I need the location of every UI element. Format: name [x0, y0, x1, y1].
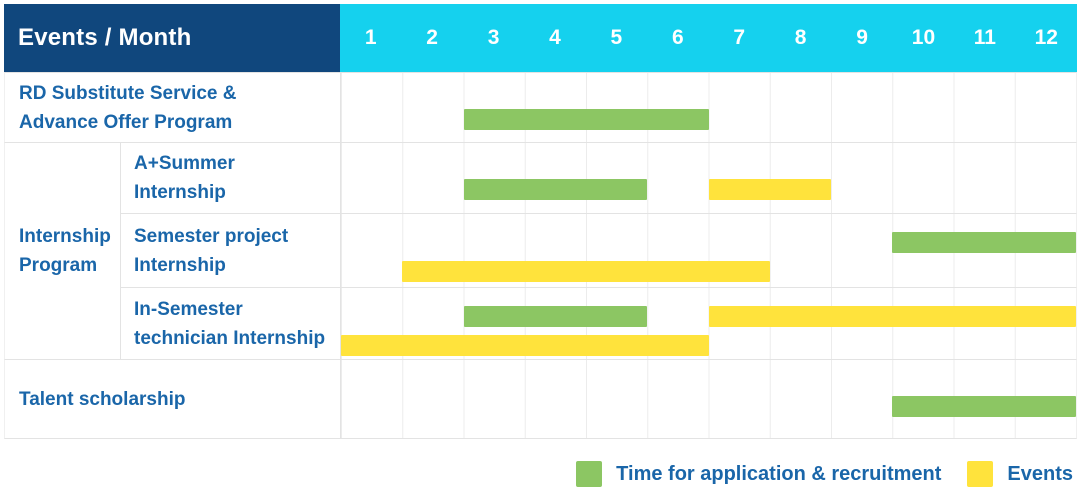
row-label-line: In-Semester — [134, 298, 243, 320]
month-label-6: 6 — [671, 26, 684, 49]
legend-label: Time for application & recruitment — [616, 462, 942, 485]
month-label-7: 7 — [733, 26, 746, 49]
gantt-bar-yellow — [341, 335, 709, 356]
month-label-5: 5 — [610, 26, 623, 49]
month-label-1: 1 — [364, 26, 377, 49]
gantt-bar-yellow — [708, 179, 831, 200]
month-label-9: 9 — [856, 26, 868, 49]
gantt-row-semester-project — [340, 213, 1077, 287]
legend: Time for application & recruitment Event… — [576, 461, 1073, 487]
month-header-row: 1 2 3 4 5 6 7 8 9 10 11 12 — [340, 4, 1077, 72]
gantt-bar-green — [463, 306, 648, 327]
row-label-line: RD Substitute Service & — [19, 82, 237, 104]
row-label-line: Semester project — [134, 225, 289, 247]
row-label-line: Internship — [134, 182, 226, 203]
month-label-4: 4 — [549, 26, 561, 49]
month-label-8: 8 — [794, 26, 807, 49]
row-label-in-semester-technician: In-Semester technician Internship — [120, 287, 340, 359]
legend-label: Events — [1007, 462, 1073, 485]
gantt-bar-yellow — [402, 261, 770, 282]
legend-item-events: Events — [967, 461, 1073, 487]
row-label-a-plus-summer: A+Summer Internship — [120, 142, 340, 213]
yellow-legend-swatch-icon — [967, 461, 994, 487]
group-label-line: Program — [19, 255, 98, 276]
legend-item-application-recruitment: Time for application & recruitment — [576, 461, 941, 487]
group-label-internship-program: Internship Program — [4, 142, 120, 359]
gantt-row-rd-substitute — [340, 72, 1077, 142]
month-label-10: 10 — [911, 26, 936, 49]
row-label-semester-project: Semester project Internship — [120, 213, 340, 287]
gantt-bar-green — [463, 179, 648, 200]
row-label-line: Internship — [134, 254, 226, 276]
row-label-line: technician Internship — [134, 327, 326, 349]
row-label-line: Talent scholarship — [19, 388, 186, 410]
gantt-row-talent-scholarship — [340, 359, 1077, 439]
schedule-table: Events / Month 1 2 3 4 5 6 7 8 9 10 11 12 RD Substi… — [4, 4, 1077, 439]
row-label-rd-substitute: RD Substitute Service & Advance Offer Pr… — [4, 72, 340, 142]
month-label-3: 3 — [487, 26, 500, 49]
group-label-line: Internship — [19, 226, 111, 247]
green-legend-swatch-icon — [576, 461, 603, 487]
gantt-bar-yellow — [708, 306, 1076, 327]
corner-header: Events / Month — [4, 4, 340, 72]
month-label-12: 12 — [1034, 26, 1058, 49]
month-label-2: 2 — [426, 26, 438, 49]
row-label-line: Advance Offer Program — [19, 111, 233, 133]
gantt-bar-green — [463, 109, 709, 130]
gantt-row-a-plus-summer — [340, 142, 1077, 213]
row-label-talent-scholarship: Talent scholarship — [4, 359, 340, 439]
gantt-row-in-semester-technician — [340, 287, 1077, 359]
row-label-line: A+Summer — [134, 153, 235, 174]
month-label-11: 11 — [973, 26, 996, 49]
gantt-bar-green — [892, 232, 1076, 253]
gantt-bar-green — [892, 396, 1076, 417]
